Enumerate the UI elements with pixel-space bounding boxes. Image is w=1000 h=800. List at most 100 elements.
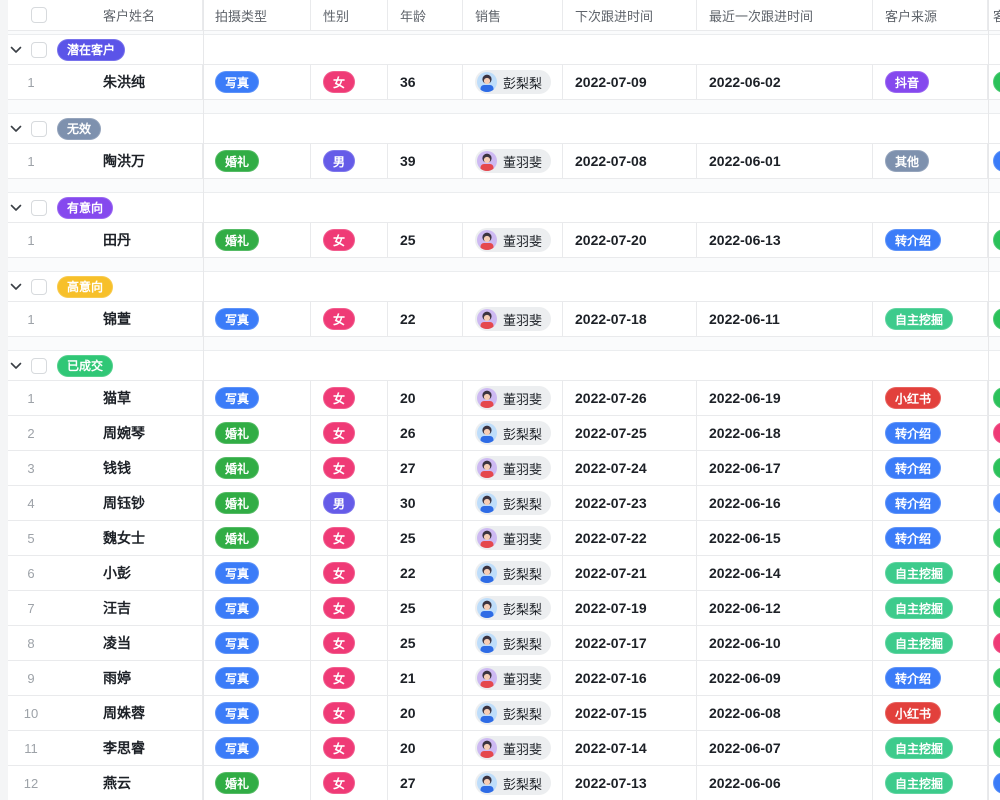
group-status-badge[interactable]: 无效 (57, 117, 102, 140)
cell-age[interactable]: 27 (388, 766, 463, 800)
cell-sales[interactable]: 董羽斐 (463, 521, 563, 555)
cell-customer-name[interactable]: 1 陶洪万 (8, 144, 203, 178)
column-header-next-followup[interactable]: 下次跟进时间 (563, 0, 697, 30)
cell-shoot-type[interactable]: 写真 (203, 661, 311, 695)
cell-gender[interactable]: 女 (311, 661, 388, 695)
group-checkbox[interactable] (31, 199, 47, 216)
cell-last-followup[interactable]: 2022-06-02 (697, 65, 873, 99)
cell-next-followup[interactable]: 2022-07-23 (563, 486, 697, 520)
cell-last-followup[interactable]: 2022-06-15 (697, 521, 873, 555)
cell-gender[interactable]: 女 (311, 696, 388, 730)
cell-next-followup[interactable]: 2022-07-26 (563, 381, 697, 415)
cell-source[interactable]: 自主挖掘 (873, 556, 988, 590)
cell-gender[interactable]: 女 (311, 416, 388, 450)
cell-gender[interactable]: 女 (311, 591, 388, 625)
cell-sales[interactable]: 董羽斐 (463, 223, 563, 257)
cell-shoot-type[interactable]: 写真 (203, 65, 311, 99)
column-header-gender[interactable]: 性别 (311, 0, 388, 30)
cell-last-followup[interactable]: 2022-06-13 (697, 223, 873, 257)
cell-truncated[interactable] (988, 731, 1000, 765)
cell-sales[interactable]: 彭梨梨 (463, 556, 563, 590)
cell-last-followup[interactable]: 2022-06-07 (697, 731, 873, 765)
cell-last-followup[interactable]: 2022-06-08 (697, 696, 873, 730)
chevron-down-icon[interactable] (10, 125, 22, 133)
cell-source[interactable]: 自主挖掘 (873, 302, 988, 336)
cell-truncated[interactable] (988, 661, 1000, 695)
cell-last-followup[interactable]: 2022-06-10 (697, 626, 873, 660)
cell-shoot-type[interactable]: 写真 (203, 731, 311, 765)
cell-source[interactable]: 自主挖掘 (873, 626, 988, 660)
column-header-last-followup[interactable]: 最近一次跟进时间 (697, 0, 873, 30)
cell-age[interactable]: 25 (388, 521, 463, 555)
cell-source[interactable]: 小红书 (873, 381, 988, 415)
group-checkbox[interactable] (31, 120, 47, 137)
cell-source[interactable]: 转介绍 (873, 416, 988, 450)
cell-truncated[interactable] (988, 486, 1000, 520)
column-header-name[interactable]: 客户姓名 (8, 0, 203, 30)
cell-customer-name[interactable]: 9 雨婷 (8, 661, 203, 695)
cell-gender[interactable]: 女 (311, 451, 388, 485)
cell-truncated[interactable] (988, 696, 1000, 730)
cell-next-followup[interactable]: 2022-07-13 (563, 766, 697, 800)
cell-source[interactable]: 小红书 (873, 696, 988, 730)
cell-sales[interactable]: 董羽斐 (463, 381, 563, 415)
group-status-badge[interactable]: 已成交 (57, 354, 114, 377)
chevron-down-icon[interactable] (10, 283, 22, 291)
cell-truncated[interactable] (988, 65, 1000, 99)
cell-age[interactable]: 27 (388, 451, 463, 485)
cell-gender[interactable]: 女 (311, 626, 388, 660)
cell-truncated[interactable] (988, 521, 1000, 555)
column-header-truncated[interactable]: 客 (988, 0, 1000, 30)
cell-age[interactable]: 39 (388, 144, 463, 178)
cell-last-followup[interactable]: 2022-06-17 (697, 451, 873, 485)
cell-shoot-type[interactable]: 婚礼 (203, 416, 311, 450)
cell-sales[interactable]: 彭梨梨 (463, 696, 563, 730)
cell-last-followup[interactable]: 2022-06-12 (697, 591, 873, 625)
cell-next-followup[interactable]: 2022-07-17 (563, 626, 697, 660)
cell-truncated[interactable] (988, 302, 1000, 336)
cell-age[interactable]: 20 (388, 731, 463, 765)
cell-sales[interactable]: 董羽斐 (463, 302, 563, 336)
cell-customer-name[interactable]: 5 魏女士 (8, 521, 203, 555)
cell-next-followup[interactable]: 2022-07-21 (563, 556, 697, 590)
cell-shoot-type[interactable]: 写真 (203, 696, 311, 730)
cell-source[interactable]: 自主挖掘 (873, 766, 988, 800)
group-status-badge[interactable]: 潜在客户 (57, 38, 126, 61)
cell-gender[interactable]: 女 (311, 302, 388, 336)
cell-customer-name[interactable]: 4 周钰钞 (8, 486, 203, 520)
cell-truncated[interactable] (988, 451, 1000, 485)
cell-sales[interactable]: 彭梨梨 (463, 766, 563, 800)
cell-source[interactable]: 转介绍 (873, 486, 988, 520)
cell-sales[interactable]: 董羽斐 (463, 731, 563, 765)
cell-sales[interactable]: 彭梨梨 (463, 65, 563, 99)
group-checkbox[interactable] (31, 41, 47, 58)
cell-truncated[interactable] (988, 556, 1000, 590)
group-status-badge[interactable]: 高意向 (57, 275, 114, 298)
cell-shoot-type[interactable]: 婚礼 (203, 521, 311, 555)
cell-shoot-type[interactable]: 婚礼 (203, 223, 311, 257)
cell-shoot-type[interactable]: 婚礼 (203, 486, 311, 520)
chevron-down-icon[interactable] (10, 362, 22, 370)
cell-next-followup[interactable]: 2022-07-09 (563, 65, 697, 99)
cell-source[interactable]: 抖音 (873, 65, 988, 99)
cell-gender[interactable]: 女 (311, 766, 388, 800)
cell-age[interactable]: 26 (388, 416, 463, 450)
cell-age[interactable]: 20 (388, 696, 463, 730)
cell-last-followup[interactable]: 2022-06-11 (697, 302, 873, 336)
cell-last-followup[interactable]: 2022-06-09 (697, 661, 873, 695)
cell-next-followup[interactable]: 2022-07-18 (563, 302, 697, 336)
cell-gender[interactable]: 女 (311, 521, 388, 555)
select-all-checkbox[interactable] (31, 7, 47, 23)
cell-gender[interactable]: 女 (311, 731, 388, 765)
cell-age[interactable]: 25 (388, 223, 463, 257)
cell-customer-name[interactable]: 12 燕云 (8, 766, 203, 800)
cell-shoot-type[interactable]: 婚礼 (203, 144, 311, 178)
cell-customer-name[interactable]: 3 钱钱 (8, 451, 203, 485)
cell-sales[interactable]: 董羽斐 (463, 661, 563, 695)
cell-next-followup[interactable]: 2022-07-25 (563, 416, 697, 450)
cell-customer-name[interactable]: 8 凌当 (8, 626, 203, 660)
cell-shoot-type[interactable]: 写真 (203, 626, 311, 660)
cell-next-followup[interactable]: 2022-07-15 (563, 696, 697, 730)
cell-sales[interactable]: 彭梨梨 (463, 486, 563, 520)
chevron-down-icon[interactable] (10, 204, 22, 212)
